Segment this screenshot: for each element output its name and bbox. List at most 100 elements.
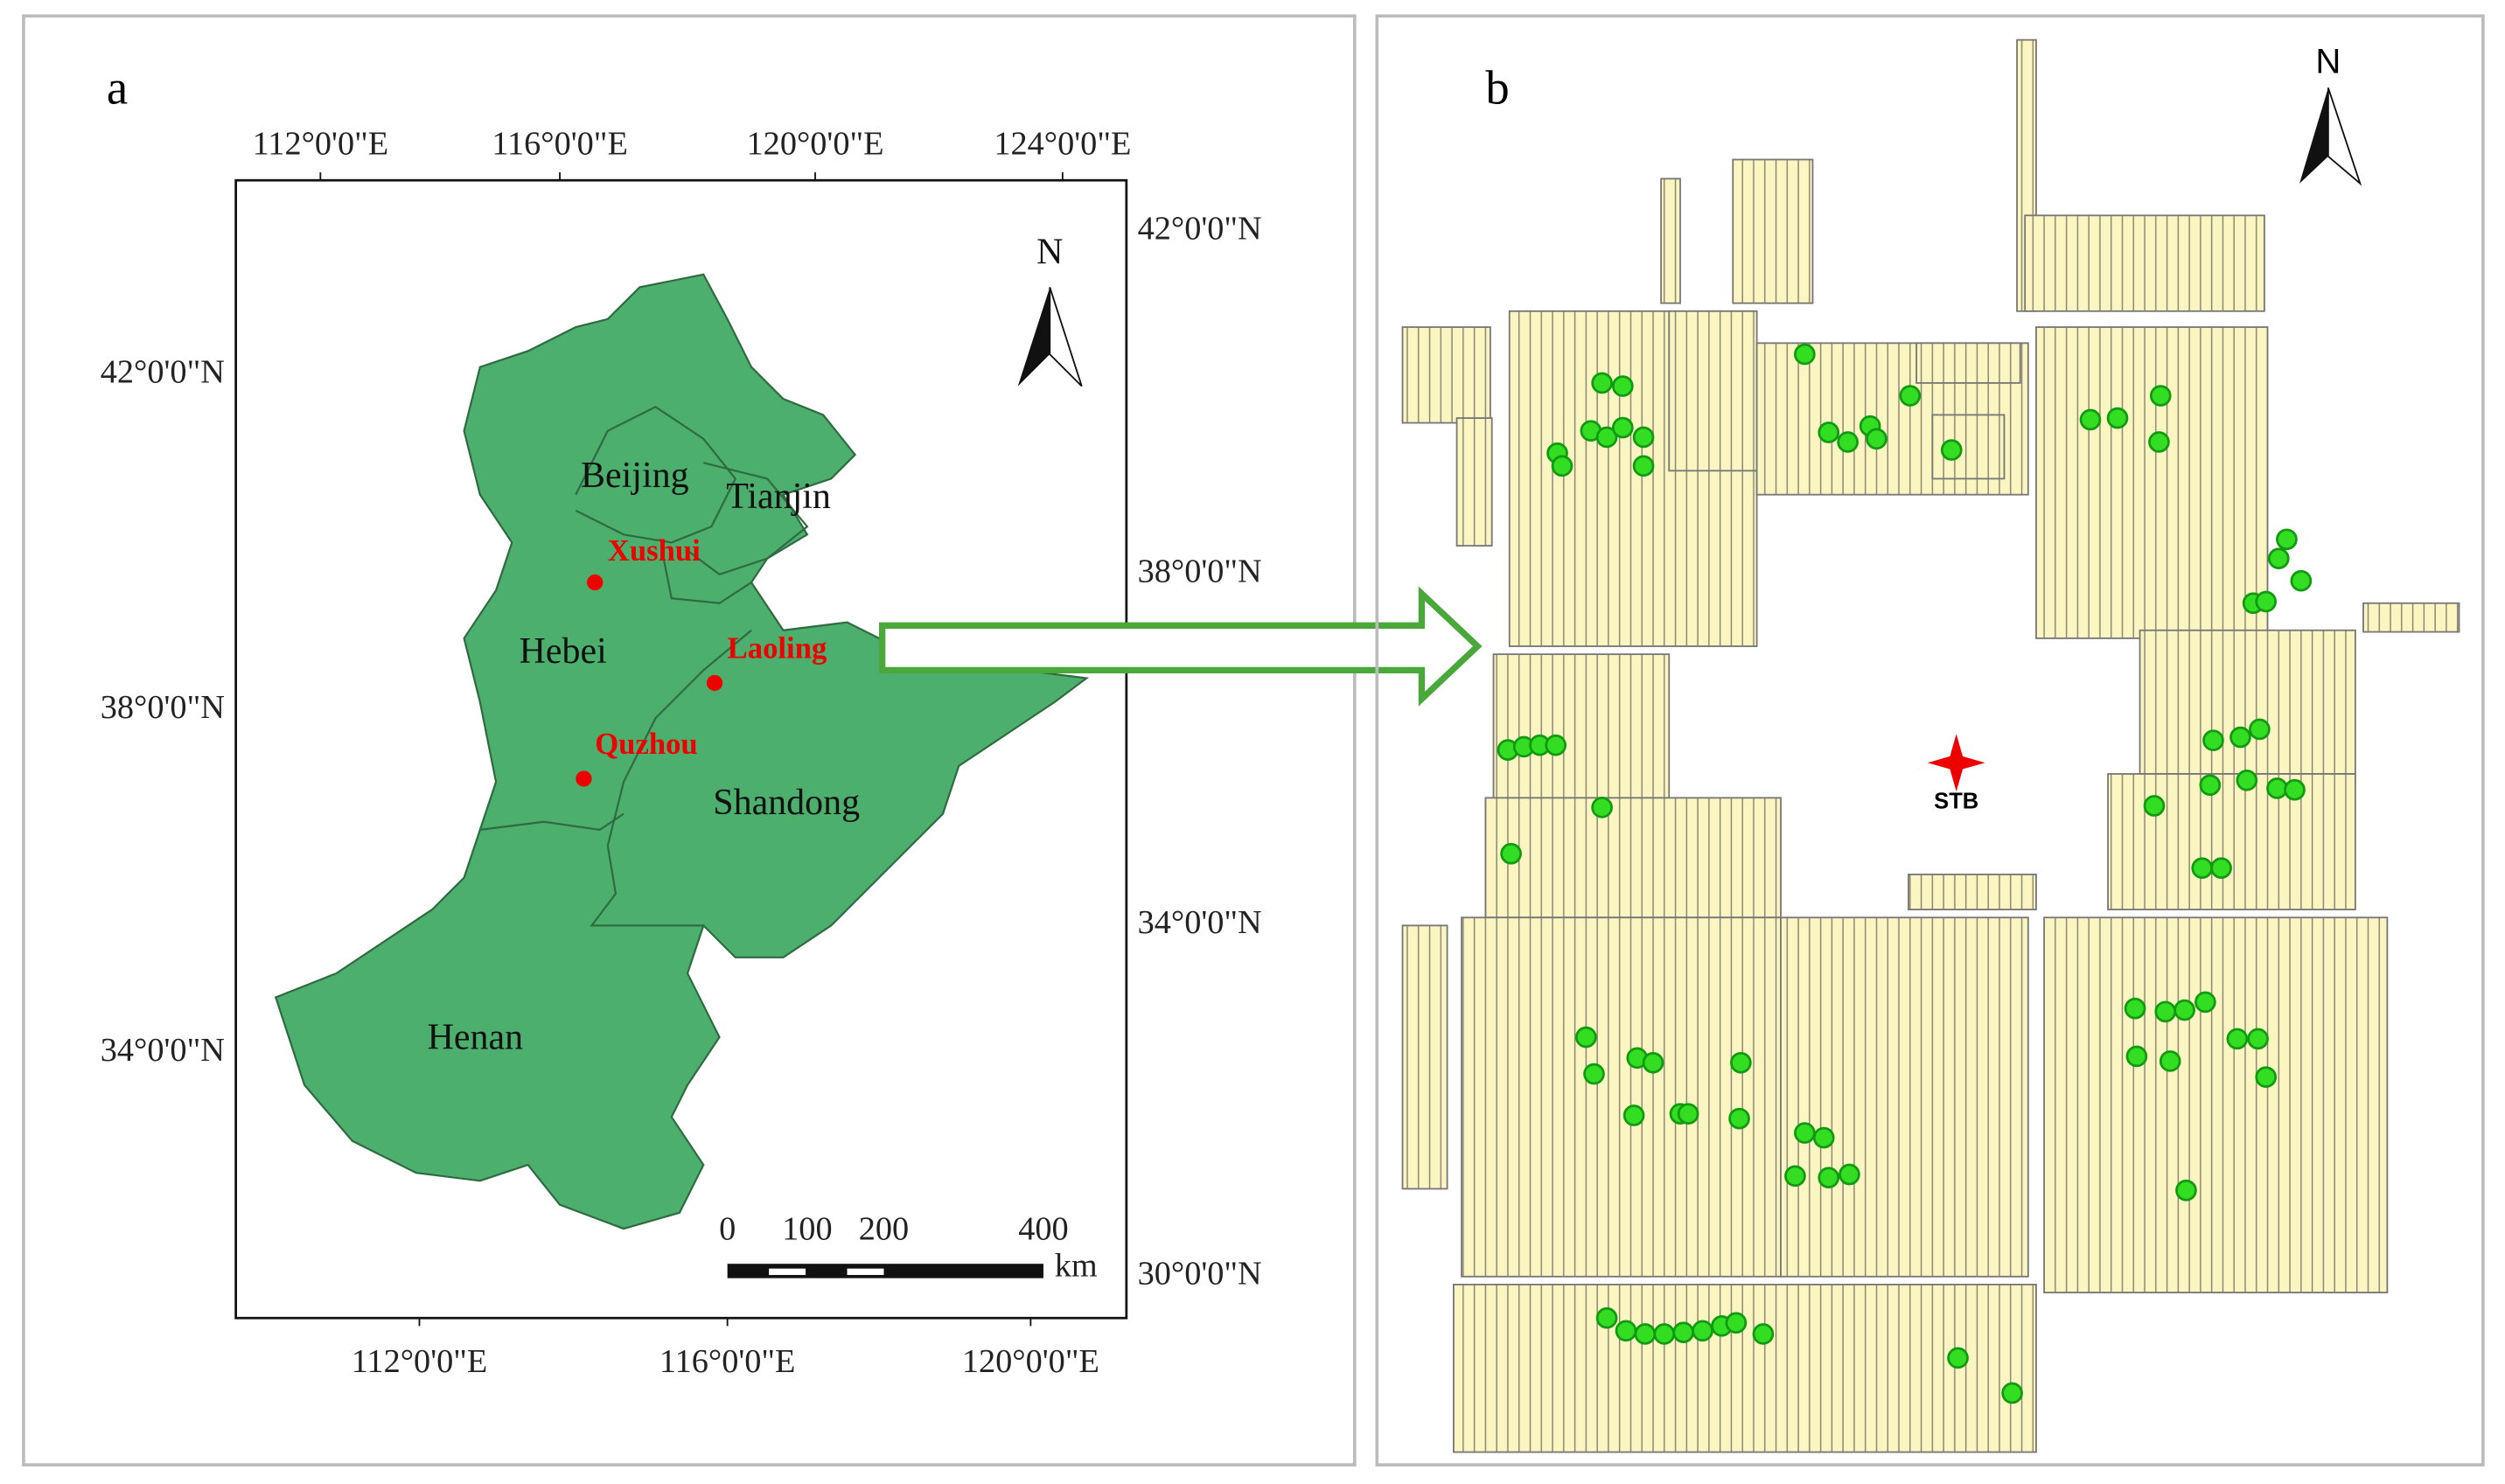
left-axis-label: 34°0'0"N (101, 1032, 225, 1069)
field (2362, 602, 2460, 633)
sample-point (1612, 416, 1634, 439)
field (1453, 1283, 2037, 1453)
sample-point (1622, 1104, 1645, 1126)
sample-point (1615, 1320, 1637, 1342)
region-label: Hebei (520, 631, 607, 672)
sample-point (1545, 734, 1567, 756)
sample-point (2226, 1028, 2249, 1050)
sample-point (1839, 1163, 1860, 1186)
sample-point (2154, 1000, 2177, 1023)
scale-unit: km (1055, 1247, 1098, 1284)
sample-point (2255, 590, 2278, 613)
site-markers (576, 574, 723, 787)
north-label: N (1036, 233, 1063, 273)
sample-point (2125, 1045, 2148, 1068)
sample-point (2174, 999, 2195, 1021)
station-label: STB (1934, 790, 1978, 814)
sample-point (1812, 1126, 1835, 1149)
right-axis-label: 38°0'0"N (1138, 554, 1262, 590)
panel-frame (22, 14, 1357, 1467)
site-label: Xushui (608, 534, 701, 568)
bottom-axis-label: 120°0'0"E (962, 1343, 1099, 1380)
sample-point (2106, 407, 2129, 429)
top-axis-label: 112°0'0"E (253, 126, 389, 163)
sample-point (2001, 1382, 2023, 1404)
station-marker (1927, 734, 1985, 792)
field (1461, 916, 1782, 1278)
field (1732, 158, 1814, 304)
field (1455, 417, 1493, 547)
sample-point (1784, 1165, 1806, 1188)
site-label: Quzhou (595, 728, 698, 761)
panel-label: b (1485, 60, 1509, 114)
scale-label: 0 (719, 1210, 736, 1247)
left-axis-label: 38°0'0"N (101, 689, 225, 726)
sample-point (1899, 385, 1922, 407)
region-label: Tianjin (726, 477, 831, 517)
sample-point (1728, 1107, 1750, 1130)
sample-point (1595, 426, 1618, 449)
field (2139, 629, 2356, 775)
field (1668, 310, 1758, 472)
sample-point (2266, 777, 2288, 799)
sample-point (2247, 1028, 2269, 1050)
sample-point (1837, 431, 1859, 453)
field (1484, 797, 1782, 919)
scale-bar (727, 1264, 1043, 1278)
north-arrow (2299, 87, 2362, 186)
sample-point (2194, 991, 2216, 1014)
sample-point (1634, 1323, 1657, 1345)
sample-point (2202, 729, 2224, 751)
top-axis-label: 120°0'0"E (747, 126, 884, 163)
sample-point (2175, 1179, 2197, 1202)
bottom-axis-label: 112°0'0"E (352, 1343, 488, 1380)
sample-point (1677, 1103, 1699, 1125)
study-region (274, 273, 1090, 1230)
sample-point (2267, 547, 2290, 569)
sample-point (2149, 385, 2172, 407)
sample-point (1591, 372, 1613, 394)
top-axis-label: 124°0'0"E (994, 126, 1131, 163)
field (2035, 326, 2269, 639)
right-axis-label: 34°0'0"N (1138, 904, 1262, 941)
scale-label: 100 (782, 1210, 832, 1247)
sample-point (2124, 997, 2146, 1020)
sample-point (1692, 1320, 1713, 1342)
sample-point (1632, 426, 1655, 449)
sample-point (2079, 408, 2102, 431)
sample-point (1866, 428, 1887, 450)
panel-frame (1375, 14, 2485, 1467)
field (1660, 178, 1681, 304)
sample-point (1642, 1051, 1664, 1074)
sample-point (2276, 528, 2298, 551)
field (2024, 214, 2265, 312)
sample-point (1672, 1321, 1694, 1343)
region-label: Beijing (581, 456, 689, 496)
sample-point (1632, 455, 1655, 477)
sample-point (1575, 1026, 1597, 1049)
sample-point (2143, 795, 2166, 817)
sample-point (1500, 842, 1522, 865)
top-axis-label: 116°0'0"E (492, 126, 628, 163)
sample-point (1725, 1312, 1748, 1334)
panel-label: a (107, 60, 128, 114)
sample-point (1947, 1347, 1969, 1369)
sample-point (2191, 857, 2214, 879)
sample-points (1497, 343, 2313, 1404)
sample-point (1794, 1122, 1816, 1144)
site-label: Laoling (728, 631, 827, 665)
sample-point (2290, 569, 2313, 592)
field (1401, 326, 1491, 424)
region-label: Shandong (713, 783, 860, 823)
borders (479, 406, 809, 927)
field (1915, 342, 2021, 384)
fields (1401, 38, 2460, 1453)
sample-point (1752, 1323, 1775, 1345)
link-arrow (879, 586, 1483, 707)
field (2043, 916, 2389, 1293)
sample-point (2249, 718, 2271, 741)
sample-point (1818, 1167, 1840, 1188)
sample-point (2255, 1066, 2278, 1089)
field (1492, 653, 1671, 799)
